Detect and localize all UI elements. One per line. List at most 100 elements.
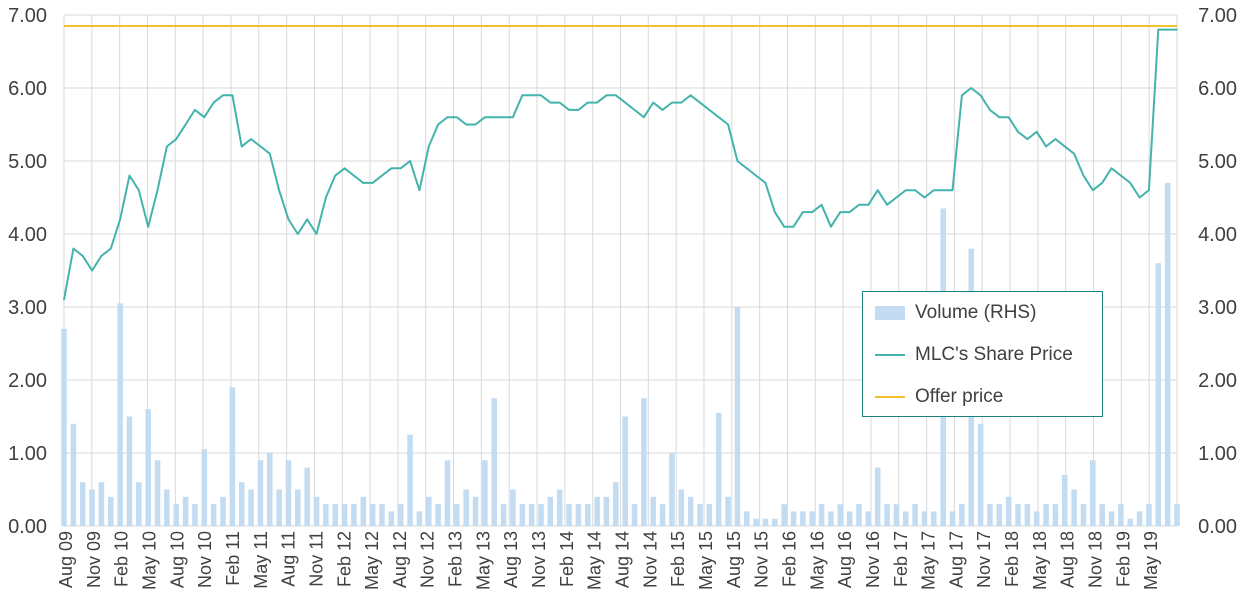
volume-bar [323, 504, 329, 526]
volume-bar [669, 453, 675, 526]
x-tick-label: Feb 18 [1002, 531, 1022, 587]
share-price-point [315, 233, 318, 235]
share-price-point [1007, 116, 1010, 118]
volume-bar [379, 504, 385, 526]
share-price-point [1157, 28, 1160, 31]
share-price-point [839, 211, 842, 213]
share-price-point [250, 138, 252, 140]
share-price-point [558, 101, 561, 104]
volume-bar [631, 504, 638, 526]
left-tick-label: 7.00 [8, 5, 47, 27]
x-tick-label: Aug 15 [724, 531, 744, 588]
right-tick-label: 6.00 [1198, 78, 1237, 100]
volume-bar [266, 453, 273, 526]
x-tick-label: Nov 16 [863, 531, 883, 588]
share-price-point [624, 101, 626, 104]
volume-bar [491, 398, 498, 526]
share-price-point [203, 116, 206, 118]
share-price-point [933, 189, 935, 191]
share-price-point [446, 116, 449, 118]
share-price-point [811, 211, 814, 213]
share-price-point [362, 182, 365, 184]
share-price-point [961, 94, 963, 97]
share-price-point [568, 109, 570, 111]
volume-bar [1127, 518, 1134, 526]
volume-bar [388, 511, 395, 526]
share-price-point [418, 189, 421, 191]
share-price-point [240, 145, 243, 148]
volume-bar [1033, 511, 1040, 526]
left-tick-label: 0.00 [8, 516, 47, 538]
share-price-point [100, 255, 103, 257]
x-tick-label: May 19 [1141, 531, 1161, 590]
x-tick-label: Aug 10 [167, 531, 187, 588]
share-price-point [231, 94, 234, 97]
volume-bar [1052, 504, 1059, 526]
volume-bar [192, 504, 198, 526]
x-tick-label: May 17 [919, 531, 939, 590]
share-price-series [63, 28, 1178, 301]
share-price-point [222, 94, 224, 97]
share-price-point [297, 233, 299, 235]
volume-bar [921, 511, 928, 526]
volume-bar [1071, 489, 1077, 526]
share-price-point [1101, 182, 1103, 184]
volume-bar [1005, 496, 1012, 526]
left-tick-label: 5.00 [8, 151, 47, 173]
volume-bar [1043, 504, 1049, 526]
share-price-point [343, 167, 346, 170]
share-price-point [792, 225, 795, 228]
volume-bar [622, 416, 628, 526]
volume-bar [70, 423, 77, 526]
share-price-point [848, 211, 851, 213]
share-price-point [1138, 196, 1141, 199]
volume-bar [790, 511, 797, 526]
x-tick-label: May 11 [251, 531, 271, 589]
volume-bar [98, 482, 105, 526]
volume-bar [809, 511, 816, 526]
volume-bar [1090, 460, 1096, 526]
left-tick-label: 4.00 [8, 224, 47, 246]
x-axis-ticks: Aug 09 Nov 09 Feb 10 May 10 Aug 10 Nov 10 Feb … [56, 531, 1161, 590]
share-price-point [699, 101, 701, 104]
volume-bar [1024, 504, 1031, 526]
volume-bar [743, 511, 750, 526]
share-price-point [717, 116, 720, 118]
volume-bar [725, 496, 731, 526]
share-price-point [745, 167, 748, 170]
volume-bar [837, 504, 844, 526]
left-tick-label: 3.00 [8, 297, 47, 319]
volume-bar [884, 504, 890, 526]
legend-item-offer-price: Offer price [875, 385, 1003, 409]
share-price-point [998, 116, 1001, 118]
volume-bar [1174, 504, 1180, 526]
share-price-point [63, 298, 65, 301]
volume-bar [201, 449, 208, 526]
right-tick-label: 2.00 [1198, 370, 1237, 392]
share-price-point [1026, 138, 1029, 140]
volume-bar [360, 496, 367, 526]
x-tick-label: Nov 12 [418, 531, 438, 588]
volume-bar [1118, 504, 1124, 526]
share-price-point [371, 182, 374, 184]
share-price-point [156, 189, 159, 191]
volume-bar [828, 511, 834, 526]
volume-bar [89, 489, 95, 526]
share-price-point [194, 109, 196, 111]
x-tick-label: Nov 18 [1086, 531, 1106, 588]
x-tick-label: Aug 12 [390, 531, 410, 588]
x-tick-label: May 18 [1030, 531, 1050, 590]
volume-bar [248, 489, 254, 526]
volume-bar [154, 460, 161, 526]
right-tick-label: 1.00 [1198, 443, 1237, 465]
volume-bar [220, 496, 226, 526]
share-price-point [353, 174, 355, 177]
share-price-point [904, 189, 907, 191]
share-price-point [802, 211, 804, 213]
volume-bar [1061, 474, 1068, 526]
volume-bar [435, 504, 441, 526]
volume-bar [1136, 511, 1143, 526]
volume-bar [182, 496, 189, 526]
volume-bar [397, 504, 404, 526]
right-tick-label: 0.00 [1198, 516, 1237, 538]
